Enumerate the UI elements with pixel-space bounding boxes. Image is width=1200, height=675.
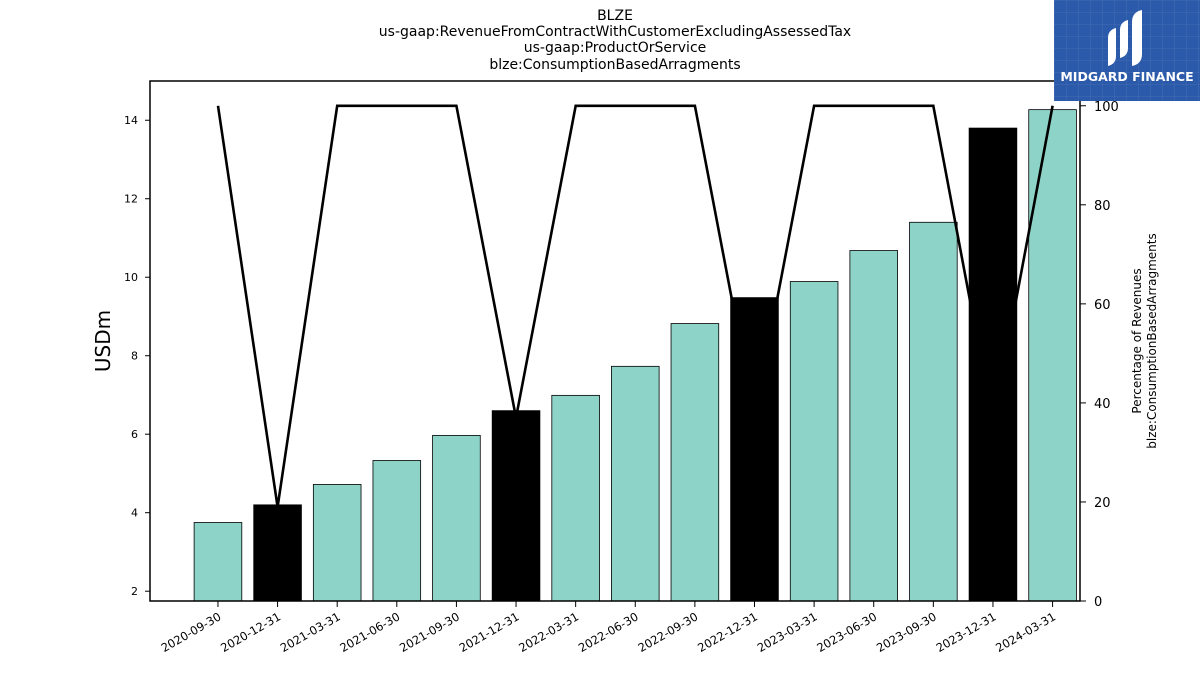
x-tick-label-2020-12-31: 2020-12-31 [218, 609, 283, 655]
x-tick-label-2022-03-31: 2022-03-31 [516, 609, 581, 655]
x-tick-label-2022-06-30: 2022-06-30 [576, 609, 641, 655]
y-tick-label-10: 10 [124, 271, 138, 284]
bar-2021-03-31 [312, 484, 362, 602]
y-tick-label-2: 2 [131, 585, 138, 598]
x-tick-label-2023-06-30: 2023-06-30 [814, 609, 879, 655]
bar-2022-06-30 [611, 365, 660, 602]
bar-2020-12-31 [253, 504, 302, 602]
x-tick-label-2020-09-30: 2020-09-30 [159, 609, 224, 655]
chart-title: BLZE [597, 8, 633, 24]
logo-text: MIDGARD FINANCE [1060, 69, 1194, 84]
x-tick-label-2024-03-31: 2024-03-31 [993, 609, 1058, 655]
bar-2022-12-31 [730, 297, 779, 602]
y2-tick-label-20: 20 [1094, 496, 1111, 511]
percentage-line [216, 104, 1054, 508]
bar-2022-03-31 [551, 394, 600, 602]
x-tick-label-2021-03-31: 2021-03-31 [278, 609, 343, 655]
y2-tick-label-80: 80 [1094, 199, 1111, 214]
x-tick-label-2022-09-30: 2022-09-30 [635, 609, 700, 655]
bar-2021-06-30 [372, 460, 422, 602]
chart-subtitle-axis: us-gaap:ProductOrService [523, 40, 707, 56]
midgard-logo-mark-icon [1108, 10, 1142, 66]
bar-2021-12-31 [491, 410, 541, 602]
bar-2023-12-31 [968, 127, 1018, 602]
x-tick-label-2021-09-30: 2021-09-30 [397, 609, 462, 655]
x-tick-label-2023-12-31: 2023-12-31 [934, 609, 999, 655]
y2-axis-label-line2: blze:ConsumptionBasedArragments [1145, 233, 1159, 448]
x-tick-label-2021-06-30: 2021-06-30 [337, 609, 402, 655]
y-tick-label-6: 6 [131, 428, 138, 441]
x-tick-label-2021-12-31: 2021-12-31 [457, 609, 522, 655]
y-tick-label-14: 14 [124, 114, 138, 127]
bar-2024-03-31 [1028, 109, 1077, 602]
y2-axis-label-line1: Percentage of Revenues [1130, 268, 1144, 413]
x-tick-label-2023-09-30: 2023-09-30 [874, 609, 939, 655]
y-tick-label-4: 4 [131, 507, 138, 520]
midgard-finance-logo: MIDGARD FINANCE [1054, 0, 1200, 101]
y-axis-label: USDm [91, 310, 115, 372]
y2-tick-label-0: 0 [1094, 595, 1102, 610]
y2-tick-label-60: 60 [1094, 298, 1111, 313]
bar-2023-03-31 [789, 281, 839, 602]
plot-frame [149, 80, 1081, 602]
y-tick-label-8: 8 [131, 350, 138, 363]
x-tick-label-2022-12-31: 2022-12-31 [695, 609, 760, 655]
x-tick-label-2023-03-31: 2023-03-31 [755, 609, 820, 655]
bar-2021-09-30 [432, 434, 481, 602]
bar-2023-09-30 [909, 221, 958, 602]
chart-subtitle-member: blze:ConsumptionBasedArragments [489, 57, 741, 73]
y2-tick-label-40: 40 [1094, 397, 1111, 412]
chart-subtitle-concept: us-gaap:RevenueFromContractWithCustomerE… [378, 24, 852, 40]
bar-2023-06-30 [849, 250, 898, 602]
bar-2020-09-30 [193, 522, 243, 602]
y2-tick-label-100: 100 [1094, 100, 1119, 115]
bar-2022-09-30 [670, 323, 720, 602]
y-tick-label-12: 12 [124, 193, 138, 206]
